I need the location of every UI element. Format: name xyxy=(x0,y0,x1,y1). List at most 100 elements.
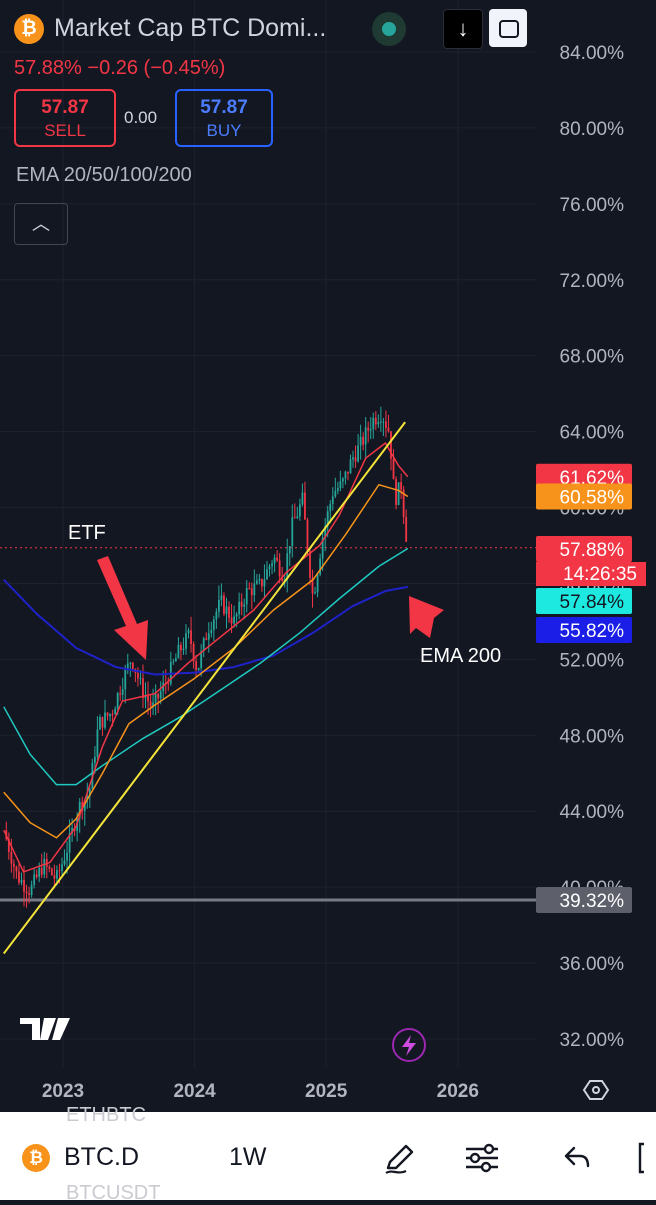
fullscreen-button[interactable] xyxy=(489,9,527,47)
candle-body xyxy=(339,481,342,489)
price-tag-label: 57.88% xyxy=(560,540,625,561)
bottom-toolbar: ETHBTC ₿ BTC.D 1W BTCUSDT xyxy=(0,1104,656,1204)
candle-body xyxy=(50,868,53,876)
candle-body xyxy=(23,879,25,892)
candle-body xyxy=(43,858,46,875)
countdown-label: 14:26:35 xyxy=(563,564,637,585)
candle-body xyxy=(99,717,101,730)
candle-body xyxy=(10,852,13,864)
candle-body xyxy=(96,729,99,757)
symbol-title[interactable]: Market Cap BTC Domi... xyxy=(54,14,327,42)
y-axis-tick-label: 84.00% xyxy=(560,43,625,64)
countdown-tag xyxy=(536,562,646,586)
buy-button[interactable]: 57.87 BUY xyxy=(175,89,273,147)
candle-body xyxy=(197,668,200,670)
candle-body xyxy=(58,870,61,872)
candle-body xyxy=(321,537,324,559)
candle-body xyxy=(263,579,266,587)
sell-button[interactable]: 57.87 SELL xyxy=(14,89,116,147)
candle-body xyxy=(261,579,263,587)
candle-body xyxy=(116,693,119,709)
candle-body xyxy=(367,427,370,431)
candle-body xyxy=(331,496,334,504)
candle-body xyxy=(28,893,30,896)
candle-body xyxy=(124,669,127,690)
price-tag-label: 39.32% xyxy=(560,891,625,912)
candle-body xyxy=(109,714,111,717)
candle-body xyxy=(106,712,109,717)
candle-body xyxy=(167,682,170,684)
ghost-symbol-bottom: BTCUSDT xyxy=(66,1182,161,1204)
candle-body xyxy=(314,592,316,594)
candle-body xyxy=(33,874,36,885)
candle-body xyxy=(281,576,284,581)
sliders-icon[interactable] xyxy=(462,1138,502,1178)
candle-body xyxy=(18,871,20,883)
candle-body xyxy=(147,696,149,702)
ema200-arrow-icon xyxy=(409,596,444,638)
pen-icon[interactable] xyxy=(380,1138,420,1178)
more-icon[interactable] xyxy=(630,1138,656,1178)
bitcoin-icon: ₿ xyxy=(14,14,44,44)
symbol-selector[interactable]: BTC.D xyxy=(64,1143,139,1171)
candle-body xyxy=(185,633,187,649)
candle-body xyxy=(248,588,251,590)
y-axis-tick-label: 68.00% xyxy=(560,347,625,368)
candle-body xyxy=(359,436,362,446)
candle-body xyxy=(306,519,309,551)
candle-body xyxy=(390,431,392,459)
x-axis-tick-label: 2025 xyxy=(305,1081,348,1102)
candle-body xyxy=(111,714,114,716)
candle-body xyxy=(225,606,228,614)
candle-body xyxy=(405,516,408,542)
price-chart[interactable]: ETF EMA 200 84.00% 80.00% 76.00% 72.00% 68.00%… xyxy=(0,0,656,1112)
price-tag xyxy=(536,588,632,614)
candle-body xyxy=(291,517,294,547)
y-axis-tick-label: 48.00% xyxy=(560,726,625,747)
settings-icon xyxy=(582,1080,610,1100)
candle-body xyxy=(210,629,213,634)
candle-body xyxy=(86,795,89,800)
download-button[interactable]: ↓ xyxy=(443,9,483,49)
candle-body xyxy=(129,662,132,664)
candle-body xyxy=(364,427,367,445)
candle-body xyxy=(258,579,261,581)
interval-selector[interactable]: 1W xyxy=(229,1143,267,1171)
settings-icon-center xyxy=(592,1086,600,1094)
candle-body xyxy=(35,874,38,877)
candle-body xyxy=(352,457,354,460)
price-tag xyxy=(536,463,632,490)
undo-icon[interactable] xyxy=(556,1138,596,1178)
candle-body xyxy=(301,492,304,505)
candle-body xyxy=(38,867,41,877)
candle-body xyxy=(362,436,365,445)
candle-body xyxy=(195,661,198,670)
indicator-legend[interactable]: EMA 20/50/100/200 xyxy=(16,164,192,186)
candle-body xyxy=(377,422,380,425)
candle-body xyxy=(187,630,190,634)
candle-body xyxy=(157,694,160,699)
candle-body xyxy=(369,429,372,431)
candle-body xyxy=(344,471,347,479)
buy-price: 57.87 xyxy=(200,97,248,118)
candle-body xyxy=(215,611,218,620)
candle-body xyxy=(245,588,248,605)
candle-body xyxy=(205,638,208,640)
candle-body xyxy=(276,557,279,561)
candle-body xyxy=(230,617,233,624)
candle-body xyxy=(190,630,192,644)
candle-body xyxy=(174,658,177,662)
candle-body xyxy=(298,504,301,517)
y-axis-tick-label: 76.00% xyxy=(560,195,625,216)
candle-body xyxy=(316,574,319,593)
candle-body xyxy=(177,644,180,659)
candle-body xyxy=(154,694,157,703)
price-tag xyxy=(536,887,632,914)
candle-body xyxy=(228,606,230,618)
candle-body xyxy=(374,417,377,425)
collapse-legend-button[interactable]: ︿ xyxy=(14,203,68,245)
candle-body xyxy=(273,557,276,564)
candle-body xyxy=(172,661,175,663)
candle-body xyxy=(238,601,241,615)
candle-body xyxy=(53,875,56,879)
